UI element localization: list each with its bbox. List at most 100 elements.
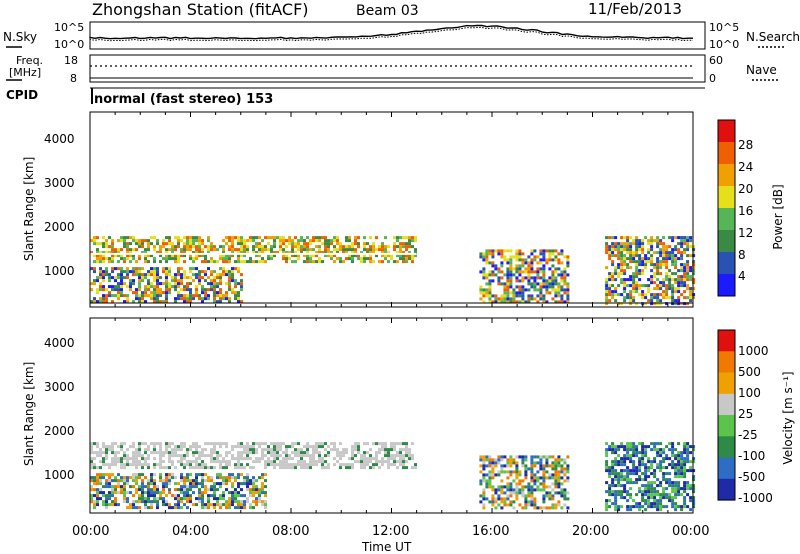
power-cell bbox=[234, 282, 237, 286]
vel-cell bbox=[635, 469, 639, 473]
vel-cbar-swatch-4 bbox=[718, 415, 735, 437]
vel-cell bbox=[650, 484, 654, 488]
vel-cell bbox=[488, 458, 492, 462]
vel-cell bbox=[198, 494, 201, 498]
vel-cell bbox=[488, 476, 492, 480]
power-cell bbox=[542, 270, 546, 274]
vel-cell bbox=[264, 494, 267, 498]
power-cell bbox=[285, 245, 288, 249]
vel-cell bbox=[482, 491, 486, 495]
vel-cell bbox=[680, 469, 684, 473]
power-cell bbox=[653, 296, 657, 300]
power-cell bbox=[249, 260, 252, 264]
vel-cell bbox=[557, 479, 561, 483]
power-cell bbox=[255, 245, 258, 249]
power-cell bbox=[231, 276, 234, 280]
power-cell bbox=[521, 279, 525, 283]
power-cell bbox=[117, 297, 120, 301]
power-cell bbox=[201, 242, 204, 246]
vel-cell bbox=[162, 485, 165, 489]
vel-cell bbox=[503, 503, 507, 507]
vel-cell bbox=[219, 463, 222, 467]
vel-cell bbox=[255, 460, 258, 464]
vel-cell bbox=[674, 466, 678, 470]
power-cell bbox=[686, 275, 690, 279]
power-cell bbox=[566, 294, 570, 298]
vel-cell bbox=[378, 466, 381, 470]
power-cell bbox=[138, 288, 141, 292]
vel-cell bbox=[126, 479, 129, 483]
power-cell bbox=[641, 251, 645, 255]
power-cell bbox=[659, 281, 663, 285]
vel-cell bbox=[228, 500, 231, 504]
vel-cell bbox=[150, 503, 153, 507]
power-cell bbox=[665, 260, 669, 264]
power-cell bbox=[692, 254, 696, 258]
power-cell bbox=[617, 263, 621, 267]
vel-cell bbox=[500, 485, 504, 489]
vel-cell bbox=[180, 479, 183, 483]
power-cell bbox=[393, 260, 396, 264]
vel-cell bbox=[210, 448, 213, 452]
vel-cell bbox=[653, 481, 657, 485]
vel-cell bbox=[114, 476, 117, 480]
vel-cell bbox=[375, 451, 378, 455]
vel-cell bbox=[411, 457, 414, 461]
power-cell bbox=[530, 261, 534, 265]
power-cell bbox=[294, 236, 297, 240]
power-cell bbox=[201, 254, 204, 258]
vel-cell bbox=[219, 473, 222, 477]
power-cell bbox=[396, 260, 399, 264]
power-cell bbox=[494, 300, 498, 304]
power-cell bbox=[551, 264, 555, 268]
power-cell bbox=[231, 239, 234, 243]
vel-cell bbox=[641, 448, 645, 452]
vel-cell bbox=[105, 500, 108, 504]
power-cell bbox=[518, 300, 522, 304]
vel-cell bbox=[207, 503, 210, 507]
vel-cell bbox=[210, 460, 213, 464]
vel-cell bbox=[608, 466, 612, 470]
vel-cell bbox=[369, 448, 372, 452]
power-cell bbox=[333, 245, 336, 249]
power-cell bbox=[147, 282, 150, 286]
power-cell bbox=[647, 299, 651, 303]
power-cell bbox=[674, 272, 678, 276]
power-cell bbox=[677, 269, 681, 273]
power-cell bbox=[668, 251, 672, 255]
power-cell bbox=[105, 270, 108, 274]
power-cell bbox=[105, 239, 108, 243]
vel-cell bbox=[207, 494, 210, 498]
power-cell bbox=[93, 279, 96, 283]
power-cell bbox=[411, 260, 414, 264]
vel-cell bbox=[114, 479, 117, 483]
power-cell bbox=[482, 255, 486, 259]
vel-cell bbox=[153, 500, 156, 504]
vel-cell bbox=[114, 460, 117, 464]
vel-cbar-tick-1000: 1000 bbox=[738, 344, 769, 358]
vel-cell bbox=[192, 442, 195, 446]
power-cell bbox=[252, 236, 255, 240]
vel-cell bbox=[488, 473, 492, 477]
vel-cell bbox=[114, 463, 117, 467]
power-cell bbox=[102, 273, 105, 277]
vel-cell bbox=[117, 473, 120, 477]
vel-cell bbox=[219, 442, 222, 446]
power-cell bbox=[683, 248, 687, 252]
vel-cell bbox=[521, 488, 525, 492]
x-tick-6: 00:00 bbox=[672, 524, 710, 539]
vel-cell bbox=[99, 497, 102, 501]
vel-cell bbox=[132, 445, 135, 449]
vel-cell bbox=[168, 466, 171, 470]
vel-cell bbox=[210, 454, 213, 458]
vel-cell bbox=[482, 476, 486, 480]
vel-cell bbox=[135, 506, 138, 510]
power-cell bbox=[165, 242, 168, 246]
vel-cell bbox=[234, 497, 237, 501]
vel-cell bbox=[192, 445, 195, 449]
vel-cell bbox=[141, 442, 144, 446]
power-cell bbox=[518, 291, 522, 295]
vel-cell bbox=[494, 506, 498, 510]
power-cell bbox=[527, 282, 531, 286]
power-cell bbox=[252, 245, 255, 249]
